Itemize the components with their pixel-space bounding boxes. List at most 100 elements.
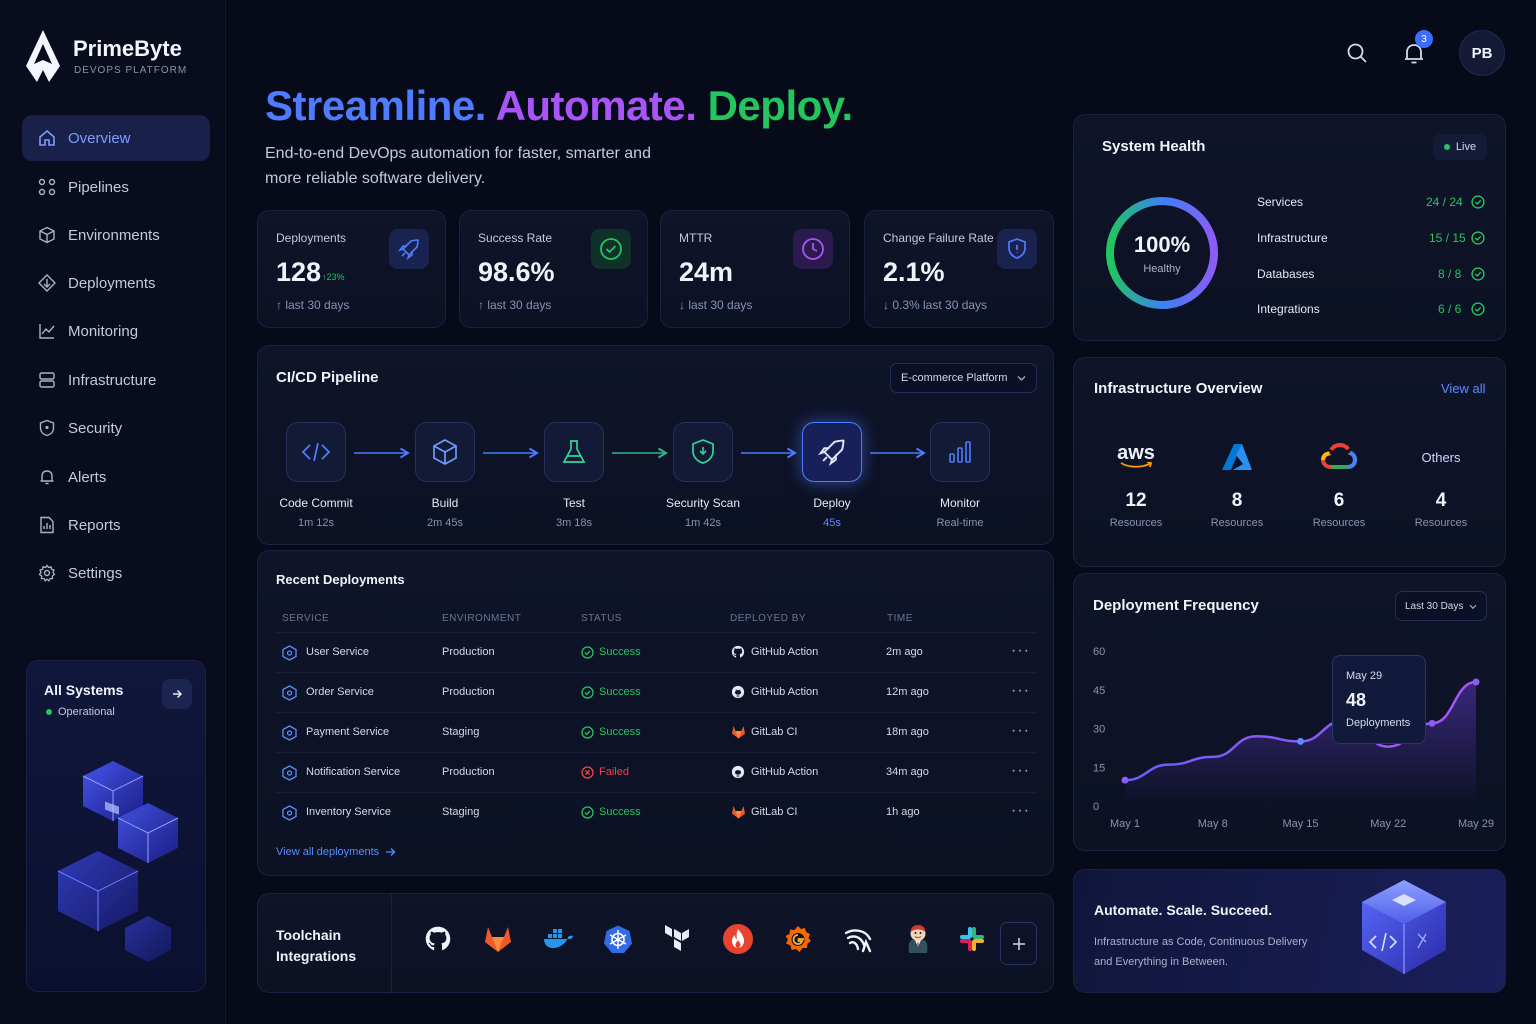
health-item-value: 8 / 8 xyxy=(1438,267,1462,281)
check-circle-icon xyxy=(1471,302,1485,316)
row-more-icon[interactable]: ··· xyxy=(1011,682,1030,699)
pipeline-stage-monitor[interactable]: Monitor Real-time xyxy=(900,422,1020,529)
service-hex-icon xyxy=(282,765,297,781)
infrastructure-view-all-link[interactable]: View all xyxy=(1441,381,1486,396)
bars-icon xyxy=(949,441,971,463)
stage-time: 2m 45s xyxy=(426,517,464,529)
jfrog-tool[interactable] xyxy=(715,916,761,962)
kpi-card-deployments[interactable]: Deployments 128 ↑23% ↑ last 30 days xyxy=(257,210,446,328)
sidebar-item-reports[interactable]: Reports xyxy=(22,502,210,548)
provider-label: Resources xyxy=(1210,517,1264,529)
sidebar-item-label: Infrastructure xyxy=(68,371,157,389)
sidebar-item-infrastructure[interactable]: Infrastructure xyxy=(22,357,210,403)
sidebar-item-security[interactable]: Security xyxy=(22,405,210,451)
notifications-button[interactable]: 3 xyxy=(1403,30,1433,66)
pipeline-title: CI/CD Pipeline xyxy=(276,369,379,386)
sidebar-item-alerts[interactable]: Alerts xyxy=(22,454,210,500)
sidebar-item-environments[interactable]: Environments xyxy=(22,212,210,258)
kubernetes-tool[interactable] xyxy=(595,916,641,962)
status-badge: Success xyxy=(599,646,641,658)
service-hex-icon xyxy=(282,685,297,701)
status-badge: Failed xyxy=(599,766,629,778)
add-integration-button[interactable] xyxy=(1000,922,1037,965)
success-check-icon xyxy=(581,726,594,739)
pipeline-stage-test[interactable]: Test 3m 18s xyxy=(514,422,634,529)
sidebar-item-monitoring[interactable]: Monitoring xyxy=(22,308,210,354)
kpi-value: 98.6% xyxy=(478,257,555,287)
aws-icon: aws xyxy=(1086,438,1186,476)
sidebar-item-pipelines[interactable]: Pipelines xyxy=(22,164,210,210)
project-select[interactable]: E-commerce Platform xyxy=(890,363,1037,393)
data-point[interactable] xyxy=(1297,737,1304,745)
table-row[interactable]: User Service Production Success GitHub A… xyxy=(276,632,1036,672)
table-row[interactable]: Order Service Production Success GitHub … xyxy=(276,672,1036,712)
live-label: Live xyxy=(1455,141,1477,153)
jenkins-tool[interactable] xyxy=(895,916,941,962)
row-more-icon[interactable]: ··· xyxy=(1011,762,1030,779)
kpi-card-success-rate[interactable]: Success Rate 98.6% ↑ last 30 days xyxy=(459,210,648,328)
check-circle-icon xyxy=(1471,267,1485,281)
service-name: Payment Service xyxy=(306,726,390,738)
kpi-sub: ↑ last 30 days xyxy=(478,298,552,312)
deployed-by: GitHub Action xyxy=(751,766,819,778)
data-point[interactable] xyxy=(1121,776,1129,784)
provider-count: 12 xyxy=(1125,490,1147,511)
table-row[interactable]: Notification Service Production Failed G… xyxy=(276,752,1036,792)
provider-aws[interactable]: aws 12 Resources xyxy=(1086,438,1186,529)
health-percent-label: Healthy xyxy=(1143,263,1181,275)
github-tool[interactable] xyxy=(415,916,461,962)
y-tick-label: 45 xyxy=(1093,685,1105,697)
kpi-card-change-failure-rate[interactable]: Change Failure Rate 2.1% ↓ 0.3% last 30 … xyxy=(864,210,1054,328)
terraform-icon xyxy=(665,925,689,951)
argo-tool[interactable] xyxy=(835,916,881,962)
deployed-by: GitHub Action xyxy=(751,646,819,658)
row-more-icon[interactable]: ··· xyxy=(1011,722,1030,739)
pipeline-stage-deploy[interactable]: Deploy 45s xyxy=(772,422,892,529)
table-row[interactable]: Payment Service Staging Success GitLab C… xyxy=(276,712,1036,752)
data-point[interactable] xyxy=(1428,719,1436,727)
docker-tool[interactable] xyxy=(535,916,581,962)
view-all-deployments-link[interactable]: View all deployments xyxy=(276,846,396,858)
toolchain-title: Toolchain Integrations xyxy=(276,925,356,967)
status-card-arrow-button[interactable] xyxy=(162,679,192,709)
cube-icon xyxy=(39,226,55,244)
success-check-icon xyxy=(581,686,594,699)
sidebar-item-deployments[interactable]: Deployments xyxy=(22,260,210,306)
row-more-icon[interactable]: ··· xyxy=(1011,802,1030,819)
kpi-label: Change Failure Rate xyxy=(883,231,994,245)
frequency-range-select[interactable]: Last 30 Days xyxy=(1395,591,1487,621)
github-icon xyxy=(425,926,451,951)
argo-icon xyxy=(844,929,872,953)
pipeline-stage-build[interactable]: Build 2m 45s xyxy=(385,422,505,529)
infrastructure-title: Infrastructure Overview xyxy=(1094,380,1263,397)
clock-icon xyxy=(802,238,824,260)
flask-icon xyxy=(562,440,586,463)
pipeline-stage-code-commit[interactable]: Code Commit 1m 12s xyxy=(256,422,376,529)
terraform-tool[interactable] xyxy=(655,916,701,962)
kpi-card-mttr[interactable]: MTTR 24m ↓ last 30 days xyxy=(660,210,850,328)
kubernetes-icon xyxy=(604,925,632,953)
gitlab-tool[interactable] xyxy=(475,916,521,962)
rocket-icon xyxy=(398,239,419,260)
arrow-right-icon xyxy=(173,689,183,699)
provider-azure[interactable]: 8 Resources xyxy=(1187,438,1287,529)
avatar[interactable]: PB xyxy=(1459,30,1505,76)
data-point[interactable] xyxy=(1472,678,1480,686)
provider-others[interactable]: Others 4 Resources xyxy=(1391,438,1491,530)
grafana-tool[interactable] xyxy=(775,916,821,962)
toolchain-title-line: Integrations xyxy=(276,948,357,964)
sidebar-item-overview[interactable]: Overview xyxy=(22,115,210,161)
grafana-icon xyxy=(785,926,811,952)
row-more-icon[interactable]: ··· xyxy=(1011,642,1030,659)
success-check-icon xyxy=(581,806,594,819)
pipeline-stage-security-scan[interactable]: Security Scan 1m 42s xyxy=(643,422,763,529)
provider-gcp[interactable]: 6 Resources xyxy=(1289,438,1389,529)
stage-name: Test xyxy=(562,496,585,510)
search-button[interactable] xyxy=(1346,42,1368,64)
slack-tool[interactable] xyxy=(949,916,995,962)
pipeline-connectors xyxy=(354,447,926,459)
github-icon xyxy=(731,685,745,699)
chart-tooltip: May 29 48 Deployments xyxy=(1332,655,1426,744)
table-row[interactable]: Inventory Service Staging Success GitLab… xyxy=(276,792,1036,832)
sidebar-item-settings[interactable]: Settings xyxy=(22,550,210,596)
